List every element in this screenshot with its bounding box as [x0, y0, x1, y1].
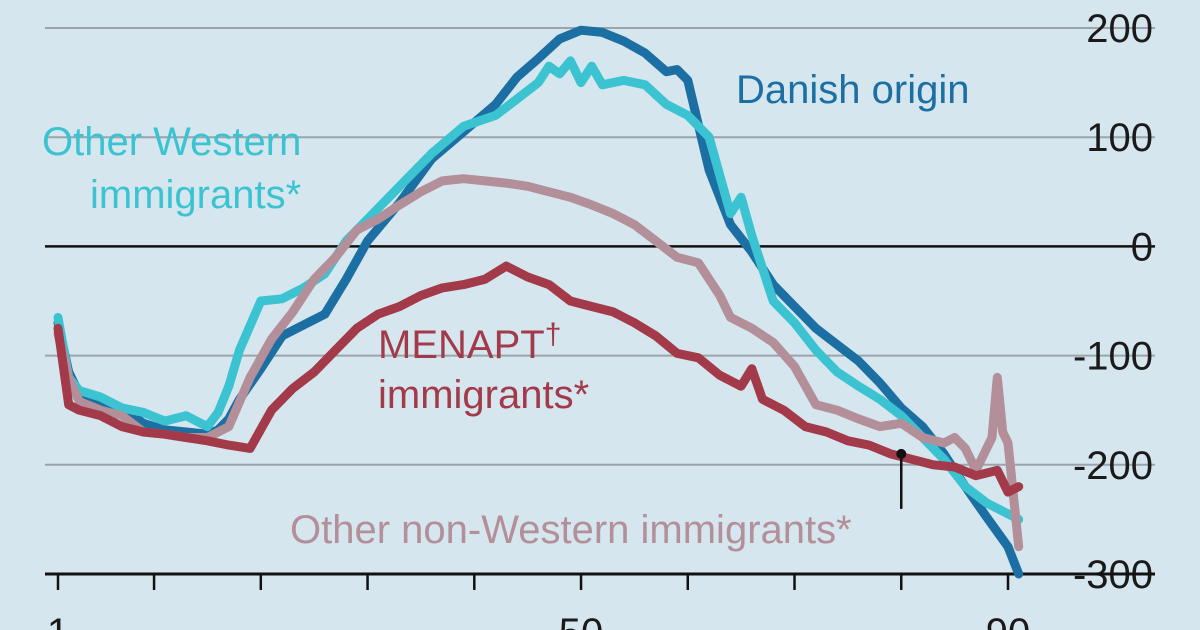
- label-menapt-text: MENAPT: [378, 323, 545, 367]
- x-tick-label-1: 1: [47, 611, 69, 630]
- y-tick-label-0: 0: [1131, 225, 1153, 269]
- label-menapt-dagger: †: [545, 318, 562, 351]
- series-line-other-non-western-immigrants: [53, 174, 1024, 552]
- label-other-western-line2: immigrants*: [90, 173, 301, 217]
- x-tick-label-50: 50: [559, 611, 604, 630]
- x-ticks: 1 50 90: [47, 574, 1030, 630]
- series-line-menapt-immigrants: [53, 261, 1024, 497]
- label-other-western-line1: Other Western: [42, 120, 301, 164]
- label-menapt-line2: immigrants*: [378, 373, 589, 417]
- y-tick-label-200: 200: [1086, 7, 1153, 51]
- annotation-dot: [896, 448, 907, 459]
- label-danish-origin: Danish origin: [736, 68, 969, 112]
- y-tick-label-100: 100: [1086, 116, 1153, 160]
- x-tick-label-90: 90: [986, 611, 1031, 630]
- series-line-other-western-immigrants: [53, 56, 1024, 524]
- label-other-nonwestern: Other non-Western immigrants*: [290, 508, 852, 552]
- gridlines: [45, 27, 1155, 466]
- y-tick-label-200: -200: [1073, 444, 1153, 488]
- annotation: [896, 448, 907, 509]
- series-lines: [53, 25, 1024, 579]
- y-tick-label-100: -100: [1073, 335, 1153, 379]
- label-menapt-line1: MENAPT†: [378, 318, 561, 367]
